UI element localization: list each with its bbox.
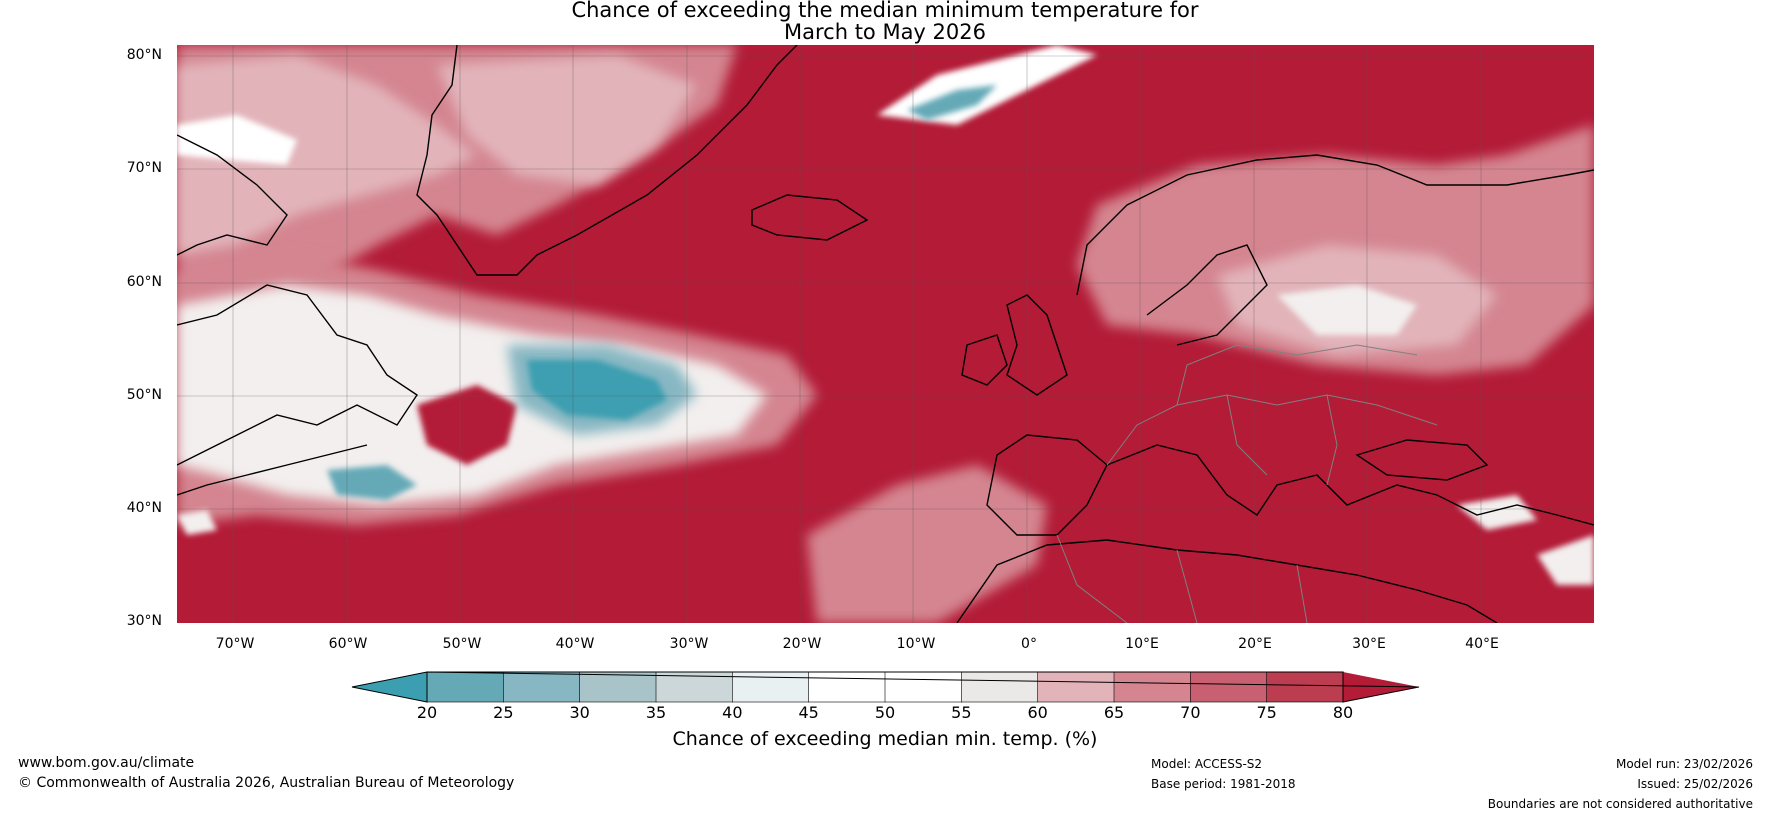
coast-scandinavia bbox=[1076, 154, 1594, 296]
lon-label-30e: 30°E bbox=[1352, 636, 1386, 652]
colorbar-segment bbox=[961, 671, 1039, 703]
footer-issued: Issued: 25/02/2026 bbox=[1637, 777, 1753, 791]
coast-baffin bbox=[177, 134, 288, 256]
lon-label-10w: 10°W bbox=[896, 636, 936, 652]
border-5 bbox=[1056, 534, 1128, 623]
colorbar-segment bbox=[1190, 671, 1268, 703]
lat-label-80n: 80°N bbox=[126, 47, 162, 63]
lat-label-60n: 60°N bbox=[126, 274, 162, 290]
lat-label-30n: 30°N bbox=[126, 613, 162, 629]
colorbar bbox=[351, 671, 1420, 703]
border-4 bbox=[1326, 394, 1338, 486]
coastlines bbox=[177, 45, 1594, 623]
footer-base-period: Base period: 1981-2018 bbox=[1151, 777, 1296, 791]
chart-title-line1: Chance of exceeding the median minimum t… bbox=[571, 0, 1199, 22]
lon-label-50w: 50°W bbox=[442, 636, 482, 652]
colorbar-segment bbox=[884, 671, 963, 703]
probability-map bbox=[177, 45, 1594, 623]
lon-label-60w: 60°W bbox=[328, 636, 368, 652]
coast-blacksea bbox=[1355, 439, 1489, 481]
colorbar-segment bbox=[426, 671, 505, 703]
region-newfoundland-blue bbox=[327, 465, 417, 500]
lon-label-40w: 40°W bbox=[555, 636, 595, 652]
chart-title-line2: March to May 2026 bbox=[784, 20, 986, 44]
lon-label-20w: 20°W bbox=[782, 636, 822, 652]
coast-baltic bbox=[1146, 244, 1268, 346]
region-svalbard-blue bbox=[907, 85, 997, 120]
footer-copyright: © Commonwealth of Australia 2026, Austra… bbox=[18, 775, 515, 791]
coast-iberia bbox=[986, 434, 1108, 536]
colorbar-tick-label: 65 bbox=[1103, 703, 1125, 722]
colorbar-tick-label: 75 bbox=[1256, 703, 1277, 722]
region-atlantic-blue-inner bbox=[527, 360, 667, 420]
colorbar-segments bbox=[352, 671, 1419, 703]
footer-disclaimer: Boundaries are not considered authoritat… bbox=[1487, 797, 1753, 811]
gridlines bbox=[177, 45, 1594, 623]
lon-label-40e: 40°E bbox=[1465, 636, 1499, 652]
colorbar-tick-label: 80 bbox=[1332, 703, 1354, 722]
lon-label-30w: 30°W bbox=[669, 636, 709, 652]
colorbar-segment bbox=[579, 671, 657, 703]
footer-model: Model: ACCESS-S2 bbox=[1151, 757, 1263, 771]
region-florida-white bbox=[177, 510, 217, 535]
colorbar-extend-high bbox=[1343, 672, 1419, 702]
colorbar-segment bbox=[808, 671, 886, 703]
colorbar-tick-label: 40 bbox=[722, 703, 743, 722]
coast-ireland bbox=[961, 334, 1008, 386]
colorbar-extend-low bbox=[352, 672, 427, 702]
colorbar-label: Chance of exceeding median min. temp. (%… bbox=[672, 728, 1098, 750]
lon-label-0: 0° bbox=[1021, 636, 1037, 652]
colorbar-tick-label: 60 bbox=[1027, 703, 1048, 722]
lat-label-50n: 50°N bbox=[126, 387, 162, 403]
coast-labrador bbox=[177, 284, 418, 466]
footer-website: www.bom.gov.au/climate bbox=[18, 755, 195, 771]
region-mideast-white bbox=[1457, 495, 1537, 530]
colorbar-tick-label: 50 bbox=[874, 703, 896, 722]
colorbar-segment bbox=[503, 671, 581, 703]
region-atlantic-red-pocket bbox=[417, 385, 517, 465]
colorbar-tick-label: 70 bbox=[1180, 703, 1201, 722]
region-arctic-canada-pale bbox=[177, 55, 477, 255]
lon-label-10e: 10°E bbox=[1125, 636, 1159, 652]
country-borders bbox=[1056, 344, 1438, 623]
colorbar-tick-label: 45 bbox=[798, 703, 819, 722]
coast-britain bbox=[1006, 294, 1068, 396]
colorbar-segment bbox=[1037, 671, 1115, 703]
coast-iceland bbox=[751, 194, 869, 241]
region-greenland-pale bbox=[437, 55, 697, 185]
lon-label-20e: 20°E bbox=[1238, 636, 1272, 652]
colorbar-tick-label: 25 bbox=[493, 703, 514, 722]
colorbar-tick-label: 55 bbox=[951, 703, 972, 722]
coast-usa-east bbox=[177, 444, 368, 496]
border-3 bbox=[1226, 394, 1268, 476]
region-eeurope-white bbox=[1277, 285, 1417, 335]
lat-label-70n: 70°N bbox=[126, 160, 162, 176]
border-1 bbox=[1106, 394, 1438, 466]
colorbar-segment bbox=[1266, 671, 1344, 703]
lat-label-40n: 40°N bbox=[126, 500, 162, 516]
colorbar-tick-label: 20 bbox=[416, 703, 438, 722]
coast-nafrica bbox=[956, 539, 1498, 623]
border-2 bbox=[1176, 344, 1418, 406]
map-svg bbox=[177, 45, 1594, 623]
lon-label-70w: 70°W bbox=[215, 636, 255, 652]
probability-shading bbox=[177, 45, 1594, 623]
border-6 bbox=[1176, 549, 1198, 623]
border-7 bbox=[1296, 564, 1308, 623]
coast-greenland bbox=[416, 45, 798, 276]
region-baffin-white bbox=[177, 115, 297, 165]
colorbar-tick-label: 35 bbox=[645, 703, 667, 722]
coast-mediterranean bbox=[1106, 444, 1594, 526]
colorbar-tick-label: 30 bbox=[569, 703, 590, 722]
footer-model-run: Model run: 23/02/2026 bbox=[1615, 757, 1753, 771]
colorbar-outline bbox=[351, 671, 1420, 703]
region-gulf-white bbox=[1537, 535, 1594, 585]
colorbar-segment bbox=[1113, 671, 1192, 703]
